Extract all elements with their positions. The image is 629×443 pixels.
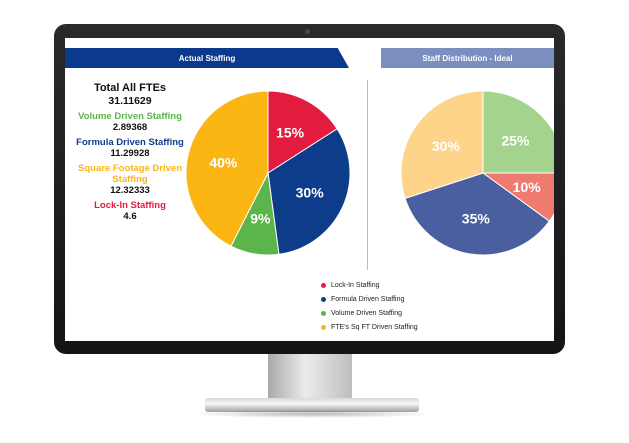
stat-lock-in: Lock-In Staffing 4.6 xyxy=(71,200,189,222)
legend-label: Lock-In Staffing xyxy=(331,281,380,289)
webcam-icon xyxy=(305,29,310,34)
pie-slice-label: 30% xyxy=(296,184,325,200)
pie-slice xyxy=(185,90,269,247)
stat-value: 31.11629 xyxy=(108,95,152,107)
green-dot-icon xyxy=(321,310,326,316)
legend-item-volume: Volume Driven Staffing xyxy=(321,306,418,320)
panel-divider xyxy=(367,80,368,270)
pie-slice xyxy=(482,90,554,174)
actual-staffing-header: Actual Staffing xyxy=(65,48,349,68)
stat-label: Volume Driven Staffing xyxy=(78,111,182,122)
legend-label: FTE's Sq FT Driven Staffing xyxy=(331,323,418,331)
stat-label: Square Footage Driven Staffing xyxy=(78,163,182,185)
pie-slice-label: 25% xyxy=(501,133,530,149)
actual-staffing-pie-chart: 15% 30% 9% 40% xyxy=(185,90,351,256)
monitor-screen: Actual Staffing Staff Distribution - Ide… xyxy=(65,38,554,341)
stat-label: Formula Driven Staffing xyxy=(76,137,184,148)
stat-volume: Volume Driven Staffing 2.89368 xyxy=(71,111,189,133)
stat-value: 4.6 xyxy=(123,211,137,222)
staffing-stats: Total All FTEs 31.11629 Volume Driven St… xyxy=(71,82,189,226)
stat-square-footage: Square Footage Driven Staffing 12.32333 xyxy=(71,163,189,196)
pie-slice-label: 30% xyxy=(432,138,461,154)
yellow-dot-icon xyxy=(321,324,326,330)
pie-slice-label: 10% xyxy=(513,179,542,195)
monitor-stand-base xyxy=(205,398,419,412)
legend-item-formula: Formula Driven Staffing xyxy=(321,292,418,306)
monitor-shadow xyxy=(190,410,434,418)
stat-value: 11.29928 xyxy=(110,148,150,159)
chart-legend: Lock-In Staffing Formula Driven Staffing… xyxy=(321,278,418,334)
monitor-stand-neck xyxy=(268,354,352,400)
red-dot-icon xyxy=(321,282,326,288)
ideal-distribution-header: Staff Distribution - Ideal xyxy=(381,48,554,68)
monitor-bezel: Actual Staffing Staff Distribution - Ide… xyxy=(54,24,565,354)
pie-slice-label: 15% xyxy=(276,125,305,141)
stat-total: Total All FTEs 31.11629 xyxy=(71,82,189,107)
legend-label: Volume Driven Staffing xyxy=(331,309,403,317)
stat-formula: Formula Driven Staffing 11.29928 xyxy=(71,137,189,159)
legend-label: Formula Driven Staffing xyxy=(331,295,405,303)
pie-slice xyxy=(400,90,484,199)
pie-slice-label: 35% xyxy=(462,210,491,226)
stat-value: 2.89368 xyxy=(112,122,148,133)
blue-dot-icon xyxy=(321,296,326,302)
ideal-distribution-pie-chart: 25% 10% 35% 30% xyxy=(400,90,554,256)
pie-slice-label: 40% xyxy=(209,154,238,170)
stat-label: Total All FTEs xyxy=(93,82,167,94)
ideal-distribution-title: Staff Distribution - Ideal xyxy=(422,53,513,63)
pie-slice xyxy=(267,128,351,255)
stat-label: Lock-In Staffing xyxy=(94,200,166,211)
legend-item-square-footage: FTE's Sq FT Driven Staffing xyxy=(321,320,418,334)
pie-slice xyxy=(267,90,338,174)
actual-staffing-title: Actual Staffing xyxy=(178,53,236,63)
stat-value: 12.32333 xyxy=(110,185,150,196)
pie-slice-label: 9% xyxy=(250,210,271,226)
legend-item-lock-in: Lock-In Staffing xyxy=(321,278,418,292)
pie-slice xyxy=(404,172,551,256)
